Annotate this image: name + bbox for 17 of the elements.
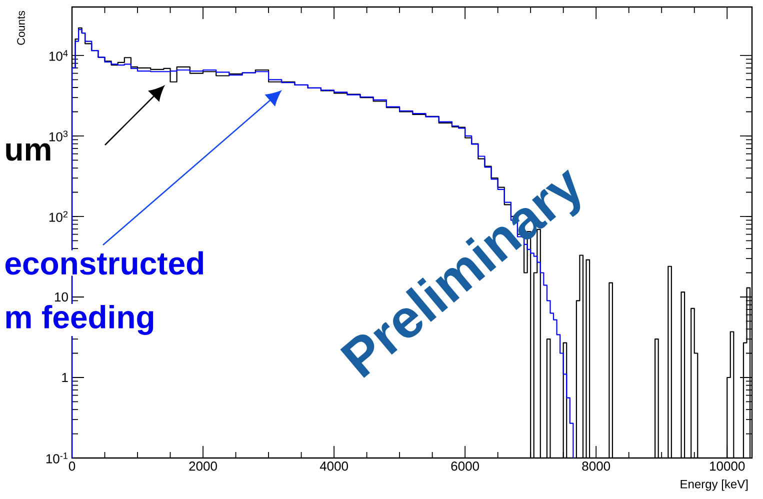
y-tick-label: 10$^{4}$ (49, 50, 68, 61)
x-tick-label: 8000 (582, 462, 610, 471)
x-tick-label: 0 (68, 462, 76, 471)
y-axis-title: Counts (17, 10, 25, 45)
annotation: econstructed (5, 251, 204, 275)
x-tick-label: 6000 (451, 462, 480, 471)
x-tick-label: 2000 (189, 462, 217, 471)
y-tick-label: 10$^{2}$ (49, 211, 68, 222)
y-tick-label: 1 (62, 373, 68, 382)
y-tick-label: 10$^{-1}$ (46, 452, 68, 464)
y-tick-label: 10 (54, 292, 68, 302)
y-tick-label: 10$^{3}$ (49, 130, 68, 142)
x-tick-label: 10000 (710, 462, 745, 471)
annotation: m feeding (6, 305, 154, 335)
x-tick-label: 4000 (320, 462, 348, 471)
text: um (6, 143, 50, 161)
x-axis-title: Energy [keV] (680, 480, 748, 491)
